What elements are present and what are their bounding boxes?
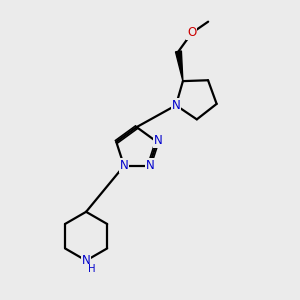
Text: N: N: [172, 99, 180, 112]
Text: N: N: [154, 134, 163, 147]
Text: N: N: [82, 254, 91, 267]
Text: N: N: [120, 159, 128, 172]
Text: H: H: [88, 264, 95, 274]
Text: O: O: [187, 26, 196, 40]
Polygon shape: [176, 51, 183, 81]
Text: N: N: [146, 159, 155, 172]
